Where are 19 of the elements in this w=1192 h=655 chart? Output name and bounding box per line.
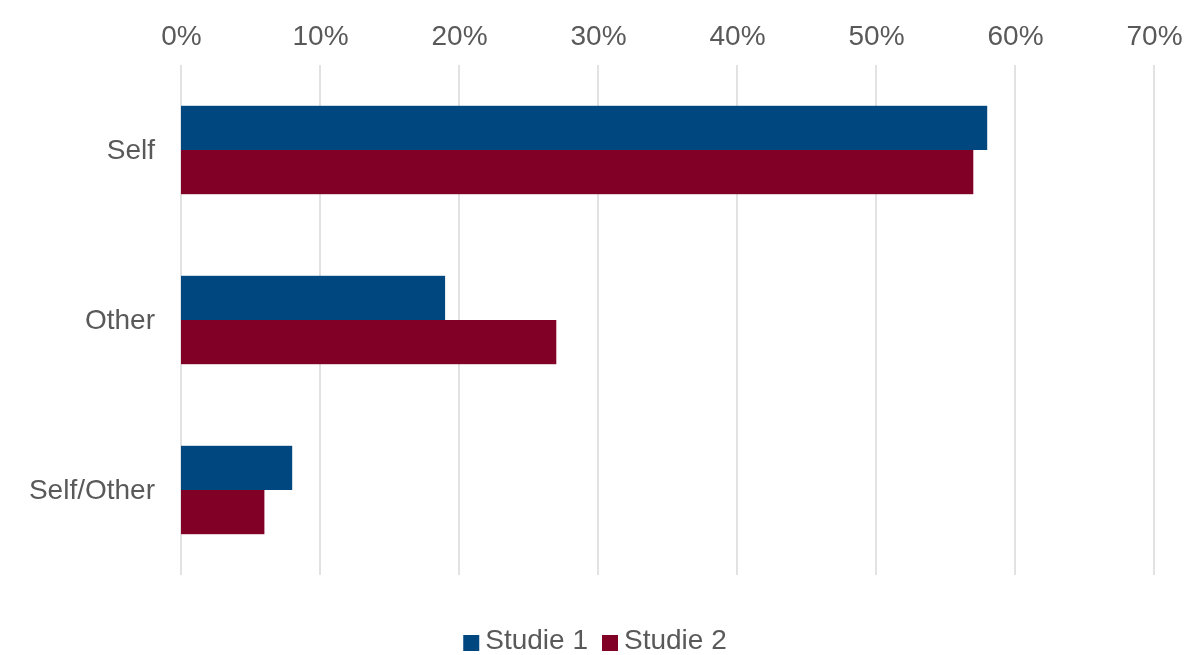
- x-tick-label: 70%: [1126, 20, 1183, 51]
- bar: [181, 275, 446, 320]
- bar: [181, 150, 974, 195]
- x-tick-label: 10%: [292, 20, 349, 51]
- legend-label: Studie 2: [624, 624, 727, 655]
- bar: [181, 320, 557, 365]
- legend-label: Studie 1: [485, 624, 588, 655]
- x-tick-label: 0%: [161, 20, 202, 51]
- bar: [181, 445, 293, 490]
- x-tick-label: 30%: [570, 20, 627, 51]
- x-tick-label: 40%: [709, 20, 766, 51]
- y-tick-label: Self: [106, 133, 156, 165]
- x-tick-label: 60%: [987, 20, 1044, 51]
- x-tick-label: 50%: [848, 20, 905, 51]
- y-tick-label: Self/Other: [28, 473, 155, 505]
- y-tick-label: Other: [84, 303, 155, 335]
- x-tick-label: 20%: [431, 20, 488, 51]
- bar: [181, 490, 265, 535]
- bar: [181, 105, 988, 150]
